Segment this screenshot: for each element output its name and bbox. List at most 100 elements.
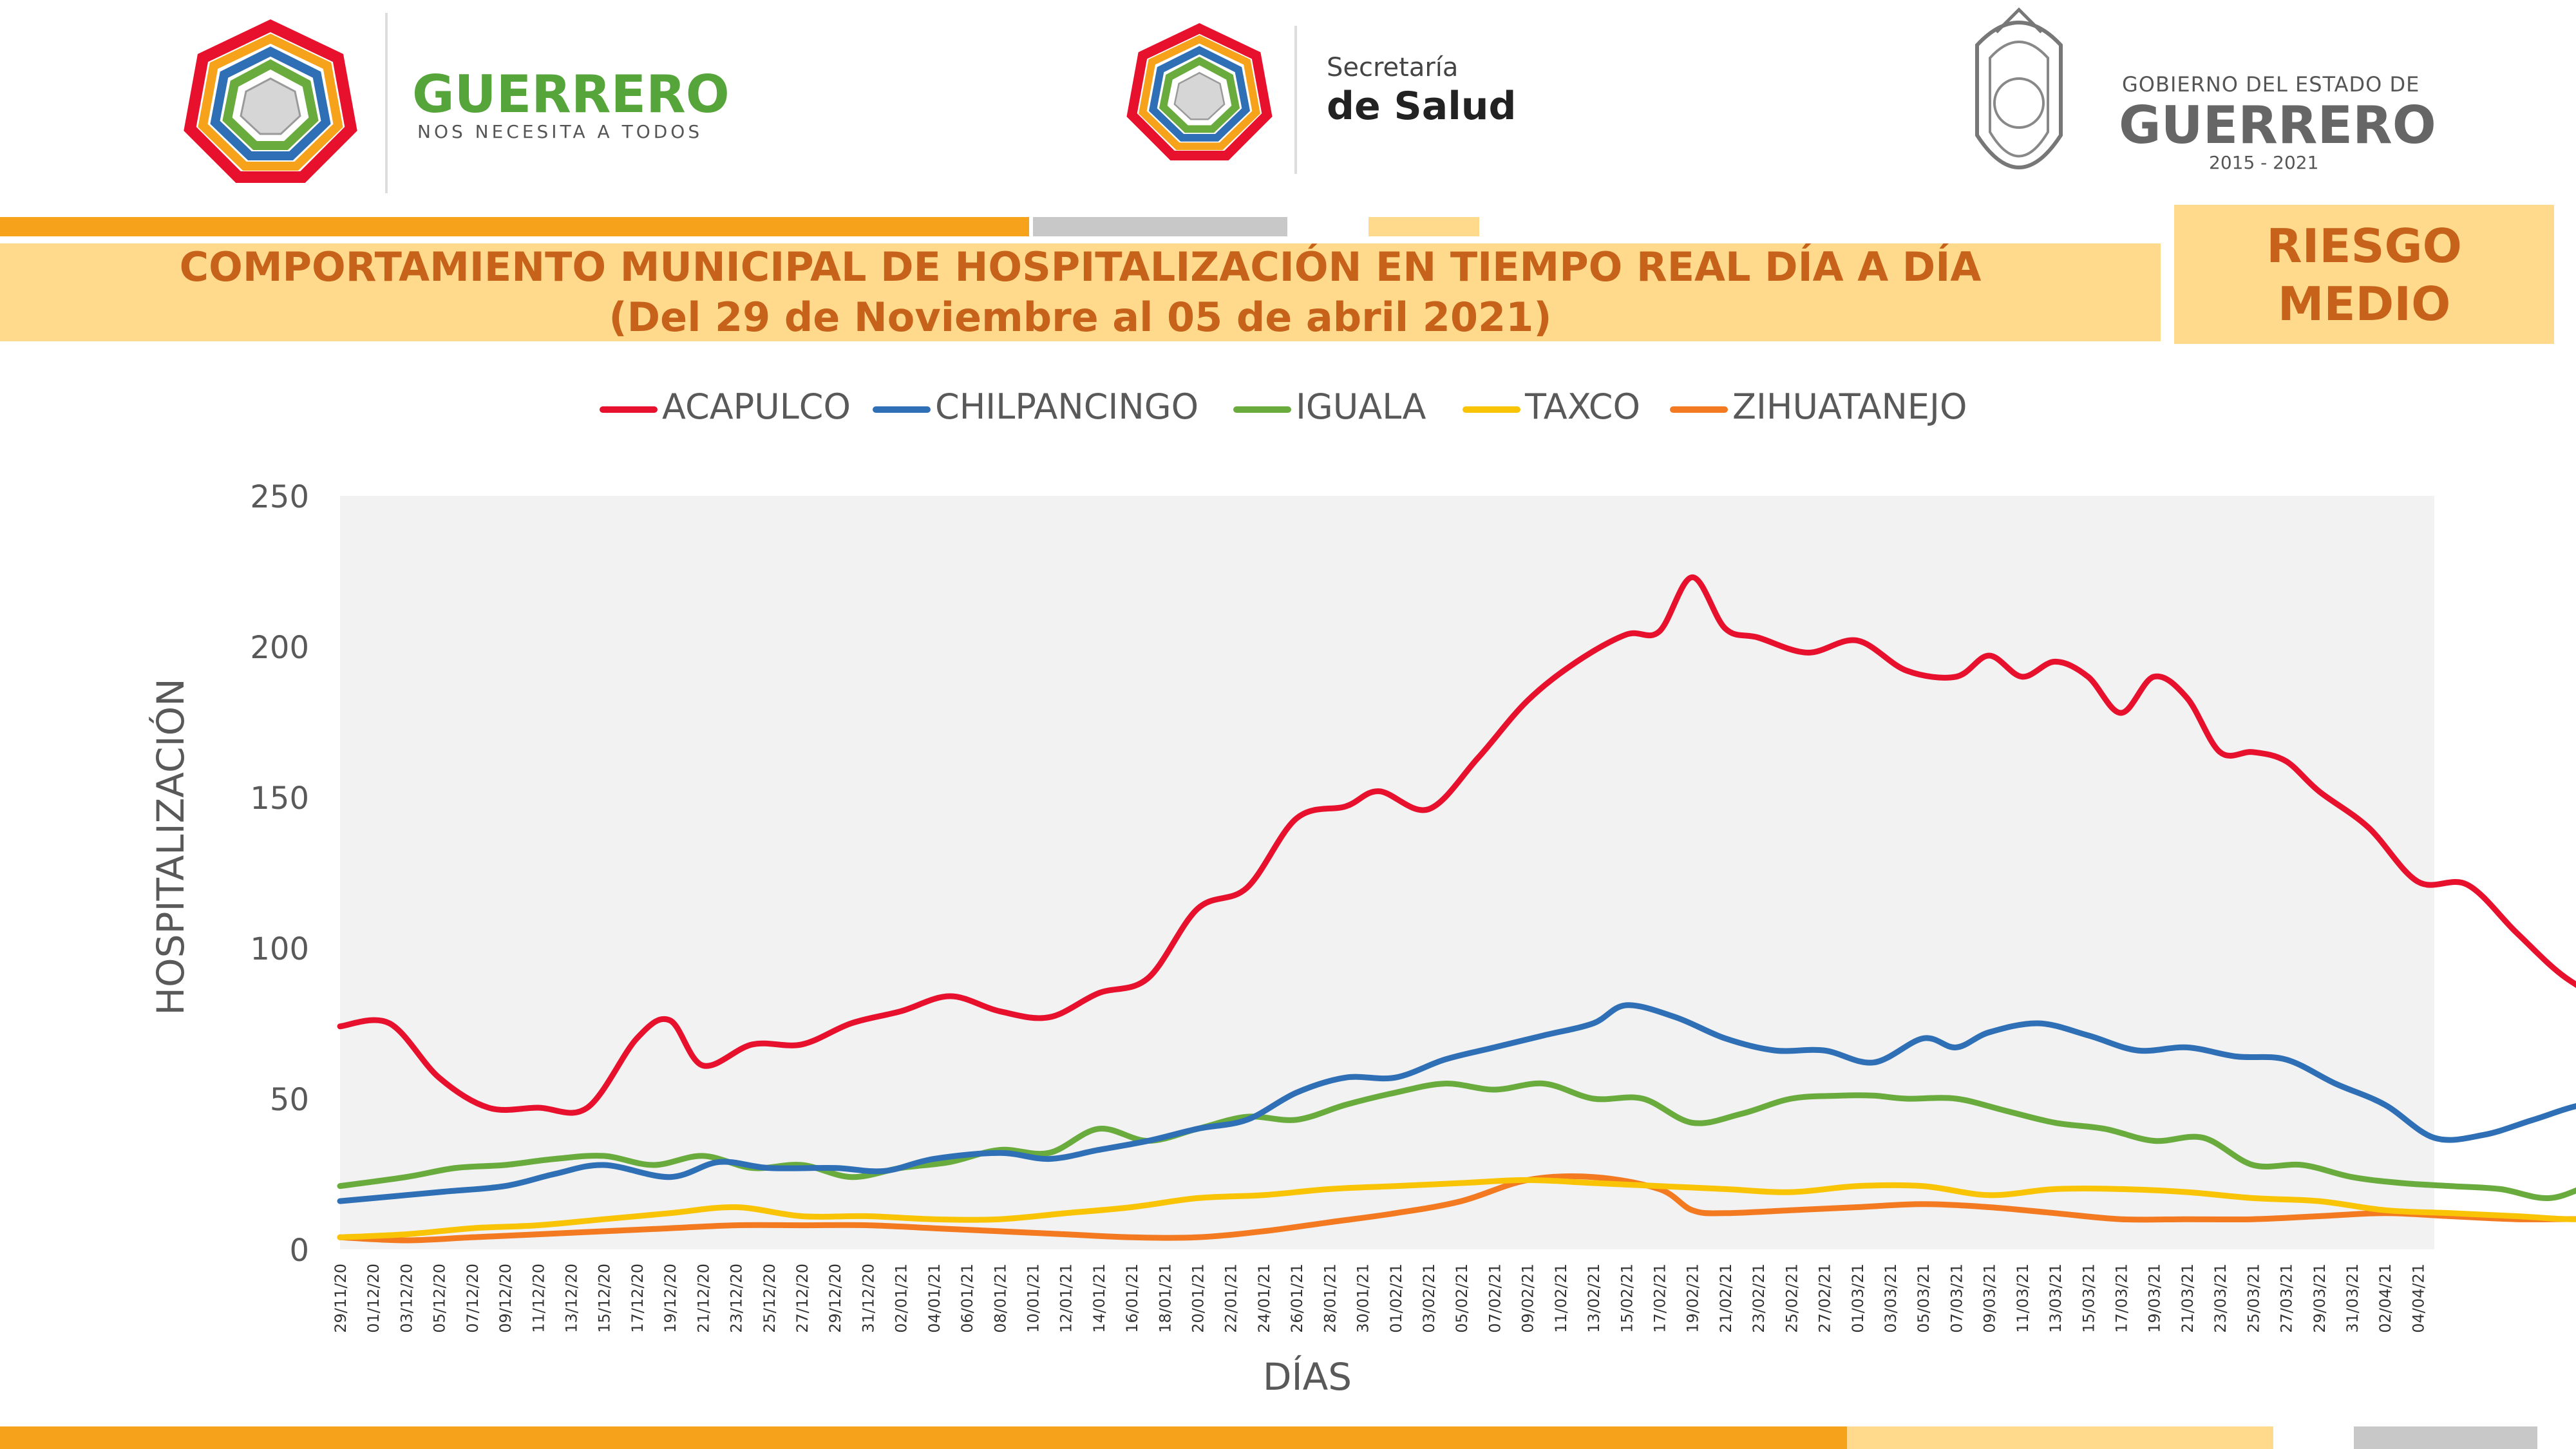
x-tick-label: 25/03/21	[2244, 1264, 2262, 1333]
x-tick-label: 01/03/21	[1849, 1264, 1867, 1333]
x-tick-label: 07/03/21	[1947, 1264, 1965, 1333]
x-tick-label: 08/01/21	[991, 1264, 1009, 1333]
x-tick-label: 27/12/20	[793, 1264, 811, 1333]
top-light-bar	[1368, 217, 1479, 236]
series-line-taxco	[337, 1177, 2576, 1240]
x-tick-label: 07/02/21	[1486, 1264, 1504, 1333]
x-tick-label: 13/02/21	[1585, 1264, 1603, 1333]
series-lines	[337, 574, 2576, 1244]
page-subtitle: (Del 29 de Noviembre al 05 de abril 2021…	[609, 294, 1552, 341]
legend-label-taxco: TAXCO	[1524, 386, 1640, 427]
x-tick-label: 15/02/21	[1618, 1264, 1636, 1333]
x-tick-label: 13/03/21	[2047, 1264, 2065, 1333]
x-tick-label: 03/12/20	[397, 1264, 415, 1333]
x-tick-label: 01/02/21	[1387, 1264, 1405, 1333]
x-axis: 29/11/20 01/12/20 03/12/20 05/12/20 07/12/20…	[332, 1264, 2427, 1333]
top-accent-bar	[0, 217, 1029, 236]
title-band: COMPORTAMIENTO MUNICIPAL DE HOSPITALIZAC…	[0, 243, 2161, 341]
logo-divider	[385, 13, 388, 193]
x-tick-label: 10/01/21	[1024, 1264, 1042, 1333]
x-tick-label: 15/03/21	[2079, 1264, 2098, 1333]
x-tick-label: 31/12/20	[859, 1264, 877, 1333]
legend-label-iguala: IGUALA	[1296, 386, 1426, 427]
gobierno-logo-line1: GOBIERNO DEL ESTADO DE	[2122, 72, 2420, 97]
x-tick-label: 17/02/21	[1651, 1264, 1669, 1333]
x-tick-label: 11/03/21	[2014, 1264, 2032, 1333]
x-tick-label: 05/12/20	[431, 1264, 449, 1333]
x-tick-label: 28/01/21	[1321, 1264, 1339, 1333]
state-coat-of-arms-icon	[1975, 7, 2063, 169]
x-tick-label: 05/03/21	[1915, 1264, 1933, 1333]
x-tick-label: 09/02/21	[1519, 1264, 1537, 1333]
x-tick-label: 15/12/20	[596, 1264, 614, 1333]
x-tick-label: 01/12/20	[365, 1264, 383, 1333]
guerrero-logo-tagline: NOS NECESITA A TODOS	[417, 121, 703, 142]
salud-emblem-icon	[1126, 23, 1273, 161]
x-tick-label: 22/01/21	[1222, 1264, 1240, 1333]
x-tick-label: 19/03/21	[2146, 1264, 2164, 1333]
x-tick-label: 17/12/20	[629, 1264, 647, 1333]
risk-level-line1: RIESGO	[2266, 219, 2462, 273]
x-tick-label: 21/02/21	[1717, 1264, 1735, 1333]
x-tick-label: 30/01/21	[1354, 1264, 1372, 1333]
y-tick-label: 150	[250, 781, 309, 817]
legend-label-zihuatanejo: ZIHUATANEJO	[1732, 386, 1967, 427]
series-line-acapulco	[337, 574, 2576, 1116]
x-tick-label: 29/11/20	[332, 1264, 350, 1333]
x-tick-label: 25/12/20	[761, 1264, 779, 1333]
x-tick-label: 13/12/20	[562, 1264, 580, 1333]
y-tick-label: 200	[250, 630, 309, 666]
risk-level-line2: MEDIO	[2277, 277, 2451, 331]
series-line-chilpancingo	[337, 1002, 2576, 1204]
salud-logo-line2: de Salud	[1327, 84, 1517, 129]
salud-logo-line1: Secretaría	[1327, 53, 1459, 82]
legend-label-acapulco: ACAPULCO	[662, 386, 851, 427]
x-tick-label: 14/01/21	[1090, 1264, 1108, 1333]
y-tick-label: 50	[270, 1082, 309, 1118]
x-tick-label: 04/04/21	[2409, 1264, 2427, 1333]
x-tick-label: 20/01/21	[1189, 1264, 1208, 1333]
x-tick-label: 02/04/21	[2376, 1264, 2394, 1333]
x-tick-label: 31/03/21	[2344, 1264, 2362, 1333]
x-tick-label: 06/01/21	[958, 1264, 976, 1333]
x-tick-label: 23/03/21	[2211, 1264, 2230, 1333]
x-tick-label: 02/01/21	[893, 1264, 911, 1333]
legend-label-chilpancingo: CHILPANCINGO	[935, 386, 1198, 427]
y-axis-label: HOSPITALIZACIÓN	[148, 678, 193, 1015]
x-tick-label: 07/12/20	[464, 1264, 482, 1333]
plot-area	[340, 496, 2434, 1249]
x-tick-label: 12/01/21	[1057, 1264, 1075, 1333]
header: GUERRERO NOS NECESITA A TODOS Secretaría…	[0, 0, 2576, 213]
x-tick-label: 03/02/21	[1420, 1264, 1438, 1333]
series-line-zihuatanejo	[337, 1173, 2576, 1244]
y-axis: 0 50 100 150 200 250	[250, 479, 309, 1269]
x-tick-label: 09/12/20	[497, 1264, 515, 1333]
page-title: COMPORTAMIENTO MUNICIPAL DE HOSPITALIZAC…	[179, 243, 1982, 290]
x-tick-label: 23/12/20	[728, 1264, 746, 1333]
x-tick-label: 16/01/21	[1123, 1264, 1141, 1333]
x-tick-label: 21/12/20	[694, 1264, 712, 1333]
x-tick-label: 21/03/21	[2179, 1264, 2197, 1333]
y-tick-label: 250	[250, 479, 309, 515]
x-tick-label: 27/03/21	[2278, 1264, 2296, 1333]
logo-divider	[1294, 26, 1297, 174]
x-axis-label: DÍAS	[1263, 1354, 1352, 1399]
top-gray-bar	[1033, 217, 1287, 236]
x-tick-label: 04/01/21	[925, 1264, 943, 1333]
x-tick-label: 11/12/20	[529, 1264, 547, 1333]
y-tick-label: 0	[289, 1233, 309, 1269]
x-tick-label: 03/03/21	[1882, 1264, 1900, 1333]
x-tick-label: 29/03/21	[2311, 1264, 2329, 1333]
y-tick-label: 100	[250, 931, 309, 967]
bottom-accent-bar	[0, 1426, 1847, 1449]
x-tick-label: 26/01/21	[1288, 1264, 1306, 1333]
x-tick-label: 19/12/20	[661, 1264, 679, 1333]
x-tick-label: 18/01/21	[1156, 1264, 1174, 1333]
x-tick-label: 23/02/21	[1750, 1264, 1768, 1333]
x-tick-label: 29/12/20	[826, 1264, 844, 1333]
hospitalization-chart: ACAPULCO CHILPANCINGO IGUALA TAXCO ZIHUATANE…	[148, 386, 2576, 1399]
x-tick-label: 09/03/21	[1981, 1264, 1999, 1333]
bottom-light-bar	[1847, 1426, 2273, 1449]
x-tick-label: 05/02/21	[1453, 1264, 1471, 1333]
guerrero-logo-name: GUERRERO	[412, 64, 730, 124]
